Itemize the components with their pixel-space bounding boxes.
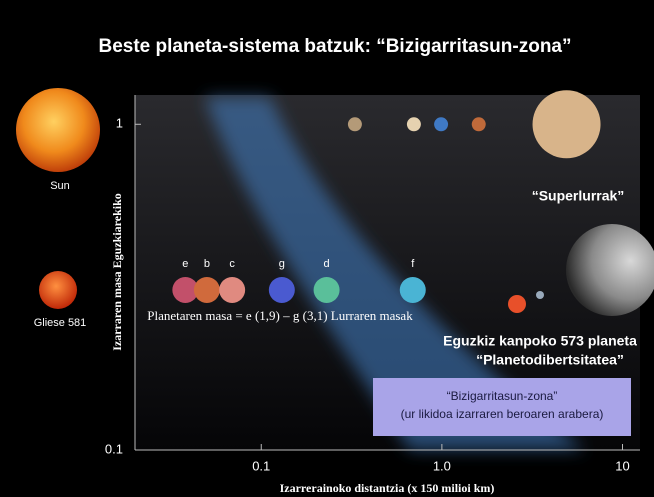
star-label: Gliese 581 <box>34 317 87 329</box>
planet-label: c <box>229 258 235 270</box>
x-tick-label: 1.0 <box>433 458 451 473</box>
sun-image <box>16 88 100 172</box>
planet <box>434 117 448 131</box>
planet-label: d <box>324 258 330 270</box>
planet-label: b <box>204 258 210 270</box>
x-tick-label: 10 <box>615 458 629 473</box>
annotation: “Planetodibertsitatea” <box>476 352 624 368</box>
planet <box>400 277 426 303</box>
annotation: Eguzkiz kanpoko 573 planeta <box>443 333 637 349</box>
chart: Beste planeta-sistema batzuk: “Bizigarri… <box>0 0 654 497</box>
gliese-image <box>39 271 77 309</box>
planet <box>314 277 340 303</box>
y-axis-label: Izarraren masa Eguzkiarekiko <box>110 193 124 351</box>
y-tick-label: 0.1 <box>105 441 123 456</box>
planet-label: e <box>182 258 188 270</box>
planet <box>348 117 362 131</box>
zone-note: (ur likidoa izarraren beroaren arabera) <box>401 407 604 421</box>
x-tick-label: 0.1 <box>252 458 270 473</box>
annotation: Planetaren masa = e (1,9) – g (3,1) Lurr… <box>147 308 413 323</box>
planet-label: g <box>279 258 285 270</box>
exoplanet-image <box>536 291 544 299</box>
y-tick-label: 1 <box>116 116 123 131</box>
superearth-image <box>566 224 654 316</box>
planet <box>219 277 245 303</box>
exoplanet-image <box>508 295 526 313</box>
annotation: “Superlurrak” <box>532 188 625 204</box>
planet <box>407 117 421 131</box>
planet <box>194 277 220 303</box>
x-axis-label: Izarrerainoko distantzia (x 150 milioi k… <box>280 481 495 495</box>
planet <box>533 90 601 158</box>
zone-title: “Bizigarritasun-zona” <box>447 389 558 403</box>
planet <box>269 277 295 303</box>
chart-title: Beste planeta-sistema batzuk: “Bizigarri… <box>99 36 572 57</box>
planet <box>472 117 486 131</box>
star-label: Sun <box>50 180 70 192</box>
